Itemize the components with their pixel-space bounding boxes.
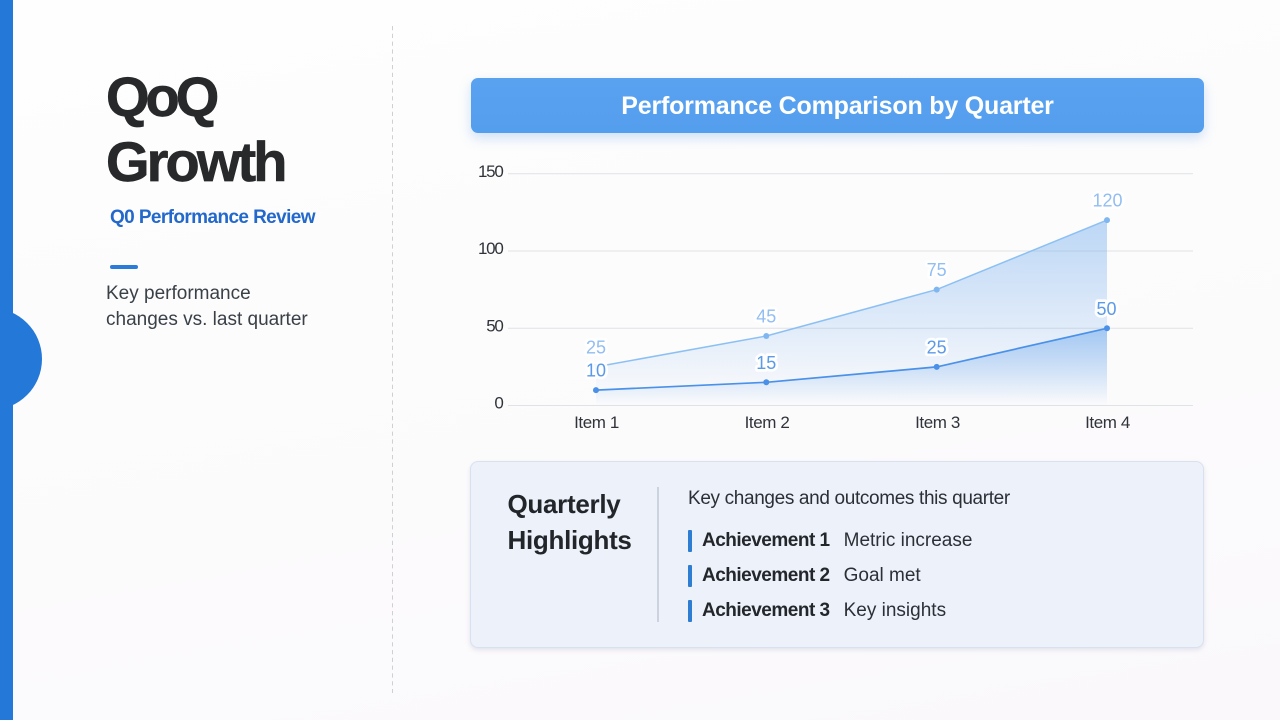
- svg-text:25: 25: [927, 338, 947, 358]
- svg-text:120: 120: [1092, 191, 1122, 211]
- svg-text:45: 45: [756, 307, 776, 327]
- svg-text:15: 15: [756, 353, 776, 373]
- svg-text:75: 75: [927, 260, 947, 280]
- svg-text:Item 3: Item 3: [915, 413, 960, 432]
- svg-text:10: 10: [586, 361, 606, 381]
- svg-text:25: 25: [586, 338, 606, 358]
- svg-text:0: 0: [494, 394, 503, 413]
- svg-text:100: 100: [478, 239, 503, 258]
- svg-text:150: 150: [478, 162, 503, 181]
- svg-text:Item 2: Item 2: [745, 413, 790, 432]
- svg-text:Item 4: Item 4: [1085, 413, 1130, 432]
- svg-text:Item 1: Item 1: [574, 413, 619, 432]
- svg-text:50: 50: [486, 316, 503, 335]
- svg-text:50: 50: [1096, 299, 1116, 319]
